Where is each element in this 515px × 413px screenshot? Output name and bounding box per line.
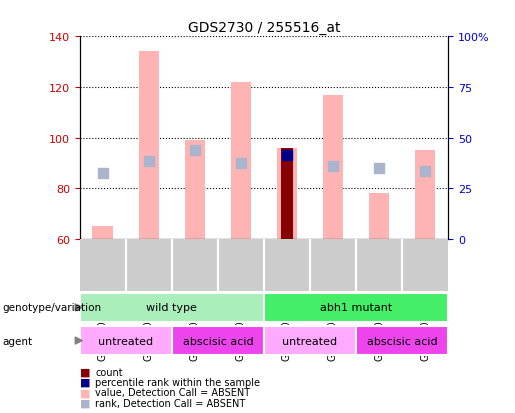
- Text: ■: ■: [80, 387, 90, 397]
- Text: ■: ■: [80, 377, 90, 387]
- Text: value, Detection Call = ABSENT: value, Detection Call = ABSENT: [95, 387, 250, 397]
- Text: untreated: untreated: [98, 336, 153, 346]
- Text: wild type: wild type: [146, 303, 197, 313]
- Bar: [277, 148, 297, 240]
- Text: abh1 mutant: abh1 mutant: [320, 303, 392, 313]
- Text: abscisic acid: abscisic acid: [367, 336, 437, 346]
- Text: agent: agent: [3, 336, 32, 346]
- Bar: [93, 227, 113, 240]
- Text: abscisic acid: abscisic acid: [183, 336, 253, 346]
- Bar: [184, 141, 205, 240]
- Title: GDS2730 / 255516_at: GDS2730 / 255516_at: [187, 21, 340, 35]
- Text: genotype/variation: genotype/variation: [3, 303, 101, 313]
- Point: [421, 168, 429, 175]
- Bar: [231, 83, 251, 240]
- Bar: [356, 326, 448, 356]
- Bar: [80, 293, 264, 323]
- Point: [329, 163, 337, 169]
- Text: count: count: [95, 367, 123, 377]
- Bar: [139, 52, 159, 240]
- Bar: [80, 326, 172, 356]
- Text: ■: ■: [80, 398, 90, 408]
- Text: percentile rank within the sample: percentile rank within the sample: [95, 377, 260, 387]
- Point: [283, 153, 291, 159]
- Point: [191, 148, 199, 154]
- Bar: [172, 326, 264, 356]
- Text: untreated: untreated: [282, 336, 337, 346]
- Bar: [264, 326, 356, 356]
- Bar: [322, 95, 344, 240]
- Point: [99, 171, 107, 177]
- Point: [237, 160, 245, 167]
- Bar: [415, 151, 435, 240]
- Bar: [264, 293, 448, 323]
- Point: [145, 158, 153, 164]
- Point: [375, 165, 383, 172]
- Bar: [369, 194, 389, 240]
- Bar: [281, 148, 294, 240]
- Text: ■: ■: [80, 367, 90, 377]
- Text: rank, Detection Call = ABSENT: rank, Detection Call = ABSENT: [95, 398, 246, 408]
